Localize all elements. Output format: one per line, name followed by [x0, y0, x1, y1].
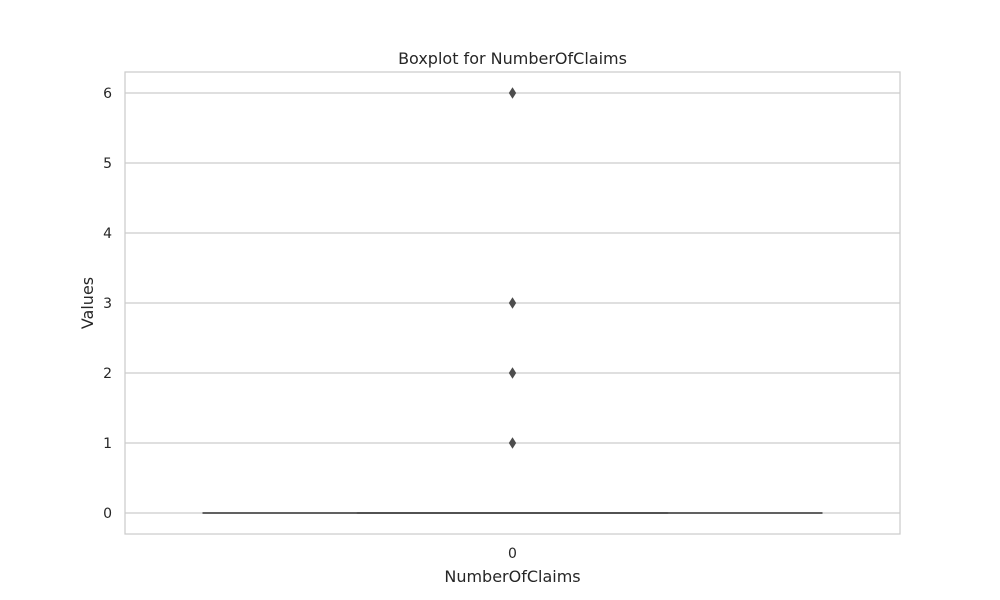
y-tick-label: 5 [103, 156, 112, 172]
y-tick-label: 0 [103, 506, 112, 522]
outlier-point [508, 437, 517, 449]
outlier-point [508, 297, 517, 309]
y-tick-label: 1 [103, 436, 112, 452]
x-tick-label: 0 [508, 546, 517, 562]
y-tick-label: 2 [103, 366, 112, 382]
y-tick-label: 6 [103, 86, 112, 102]
y-tick-labels: 0 1 2 3 4 5 6 [103, 86, 112, 522]
outlier-point [508, 367, 517, 379]
y-tick-label: 4 [103, 226, 112, 242]
y-axis-label: Values [78, 277, 97, 329]
plot-frame [124, 71, 901, 535]
x-axis-label: NumberOfClaims [444, 567, 580, 586]
chart-title: Boxplot for NumberOfClaims [398, 49, 627, 68]
outlier-point [508, 87, 517, 99]
y-tick-label: 3 [103, 296, 112, 312]
outlier-layer [508, 87, 517, 449]
x-tick-labels: 0 [508, 546, 517, 562]
